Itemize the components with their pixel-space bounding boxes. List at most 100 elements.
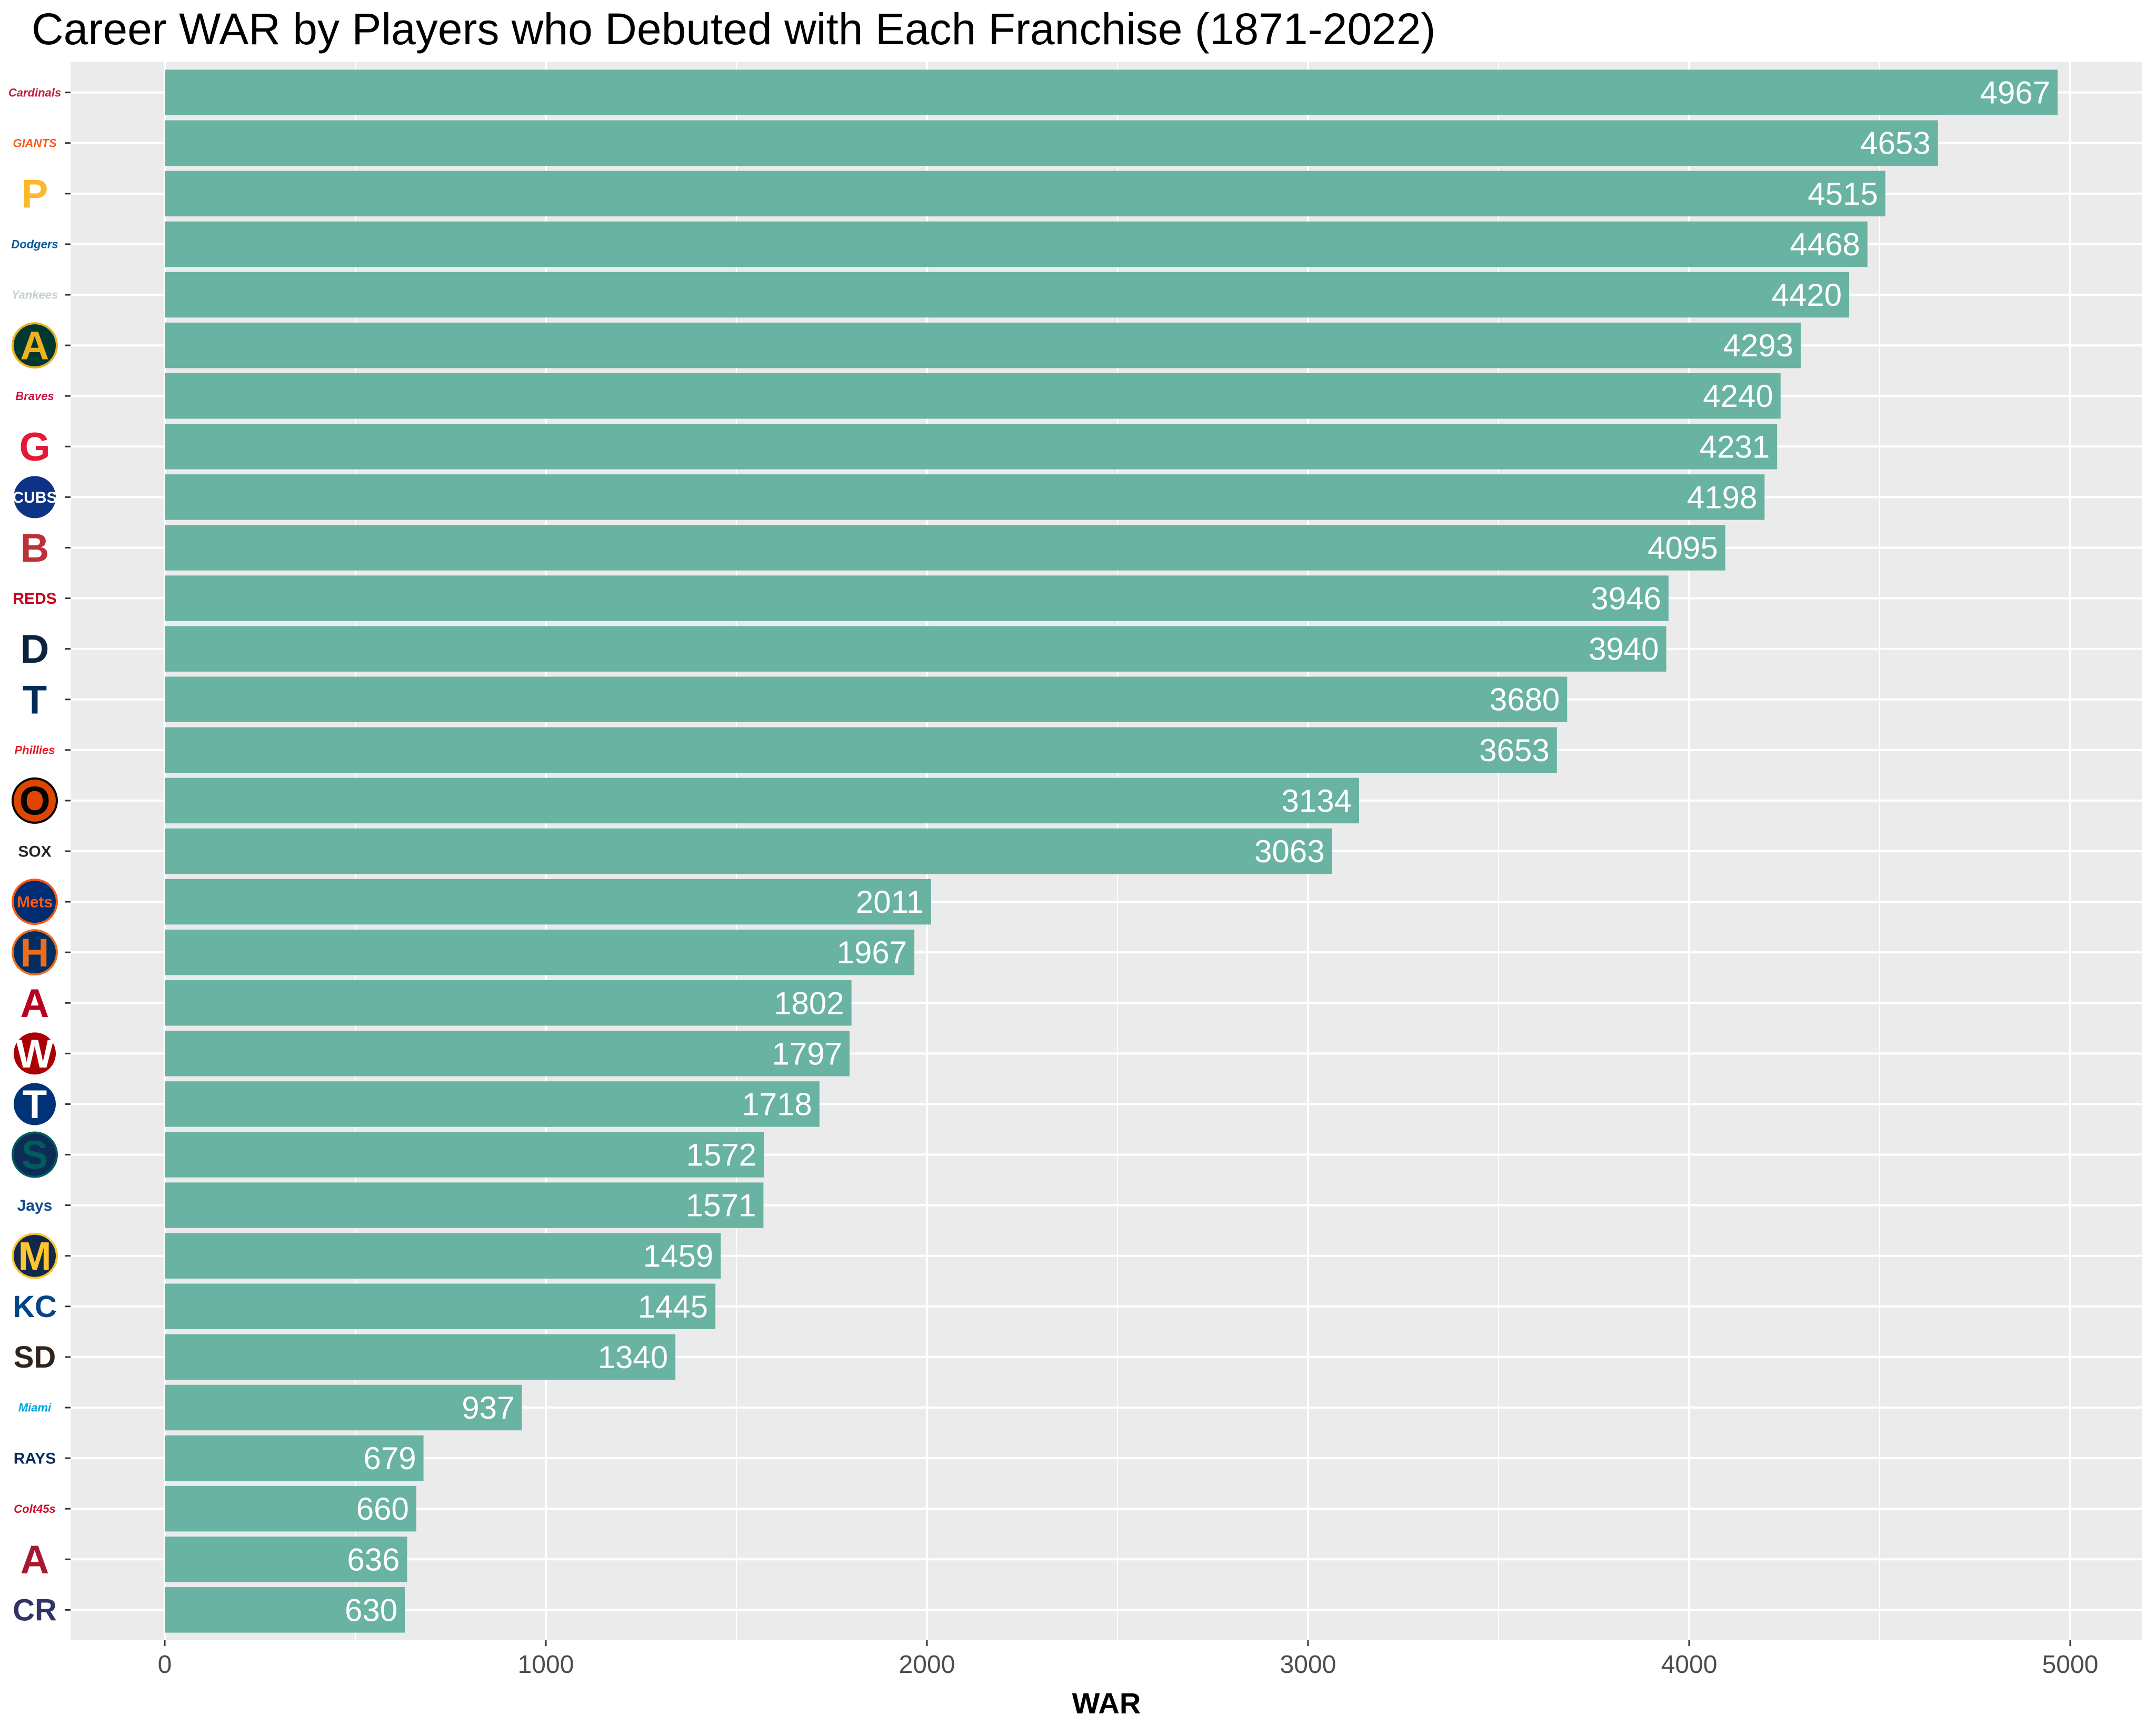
bar-value-label: 4231	[1700, 429, 1770, 464]
team-logo-cardinals: Cardinals	[8, 86, 61, 99]
bar-value-label: 1802	[774, 985, 844, 1021]
bar-labels-group: 4967 4653 4515 4468 4420 4293 4240 4231 4198 4095…	[345, 75, 2050, 1628]
bar-diamondbacks	[165, 1537, 407, 1582]
bar-value-label: 636	[347, 1542, 400, 1577]
bar-value-label: 4468	[1790, 227, 1860, 262]
bar-value-label: 1459	[643, 1239, 713, 1274]
svg-text:REDS: REDS	[13, 590, 56, 607]
bar-value-label: 3946	[1591, 581, 1661, 616]
bar-value-label: 4420	[1772, 277, 1842, 313]
team-logo-reds: REDS	[13, 590, 56, 607]
bar-value-label: 2011	[856, 884, 924, 920]
team-logo-pirates: P	[22, 172, 48, 216]
team-logo-phillies: Phillies	[14, 744, 55, 757]
svg-text:T: T	[23, 677, 47, 722]
bar-tigers	[165, 626, 1666, 672]
y-axis-ticks	[65, 92, 71, 1611]
svg-text:G: G	[19, 425, 50, 470]
bar-mariners	[165, 1132, 764, 1178]
svg-text:Miami: Miami	[18, 1401, 52, 1414]
team-logo-athletics: A	[12, 322, 58, 369]
team-logo-twins: T	[23, 677, 47, 722]
bar-value-label: 3653	[1479, 733, 1549, 768]
svg-text:Braves: Braves	[15, 390, 54, 403]
team-logo-rangers: T	[12, 1081, 58, 1128]
svg-text:W: W	[16, 1032, 54, 1076]
bar-astros	[165, 929, 915, 975]
svg-text:Phillies: Phillies	[14, 744, 55, 757]
team-logo-rays: RAYS	[14, 1450, 56, 1468]
bar-value-label: 4240	[1703, 378, 1773, 414]
team-logo-marlins: Miami	[18, 1401, 52, 1414]
svg-text:A: A	[21, 324, 49, 368]
svg-text:Colt45s: Colt45s	[14, 1502, 55, 1515]
bar-angels	[165, 980, 852, 1026]
team-logo-blue-jays: Jays	[17, 1197, 53, 1214]
bar-marlins	[165, 1384, 522, 1431]
svg-text:SD: SD	[14, 1340, 56, 1374]
bar-dodgers	[165, 221, 1868, 267]
x-tick-label: 0	[158, 1651, 172, 1679]
team-logo-angels: A	[21, 981, 49, 1026]
svg-text:KC: KC	[13, 1290, 57, 1324]
x-axis-title: WAR	[1072, 1687, 1141, 1720]
svg-text:SOX: SOX	[18, 843, 51, 861]
x-axis-ticks: 0 1000 2000 3000 4000 5000	[158, 1640, 2099, 1679]
svg-text:Jays: Jays	[17, 1197, 53, 1214]
svg-text:RAYS: RAYS	[14, 1450, 56, 1468]
bar-padres	[165, 1334, 676, 1380]
bar-value-label: 3134	[1282, 783, 1352, 819]
bar-colt-45s	[165, 1485, 416, 1532]
x-tick-label: 4000	[1661, 1651, 1718, 1679]
bar-value-label: 4653	[1860, 126, 1930, 161]
x-tick-label: 2000	[899, 1651, 955, 1679]
team-logo-padres: SD	[14, 1340, 56, 1374]
bars-group	[165, 69, 2058, 1633]
bar-value-label: 679	[363, 1441, 416, 1476]
team-logo-colt-45s: Colt45s	[14, 1502, 55, 1515]
bar-mets	[165, 879, 931, 925]
team-logo-red-sox: B	[21, 526, 49, 571]
svg-text:CUBS: CUBS	[12, 489, 57, 506]
bar-cardinals	[165, 69, 2058, 115]
bar-value-label: 4198	[1687, 480, 1757, 515]
bar-guardians	[165, 424, 1778, 470]
bar-value-label: 1967	[837, 935, 907, 970]
team-logo-dodgers: Dodgers	[11, 238, 58, 251]
bar-value-label: 1445	[638, 1289, 708, 1324]
svg-text:Dodgers: Dodgers	[11, 238, 58, 251]
bar-giants	[165, 120, 1938, 166]
bar-white-sox	[165, 828, 1332, 874]
bar-orioles	[165, 777, 1360, 824]
team-logo-guardians: G	[19, 425, 50, 470]
svg-text:CR: CR	[13, 1593, 57, 1628]
bar-value-label: 1572	[686, 1138, 756, 1173]
bar-value-label: 4293	[1723, 328, 1793, 363]
bar-athletics	[165, 322, 1801, 368]
team-logo-astros: H	[12, 929, 58, 976]
bar-rays	[165, 1435, 424, 1481]
team-logo-mariners: S	[12, 1131, 58, 1178]
team-logo-mets: Mets	[12, 879, 58, 925]
bar-value-label: 1718	[742, 1086, 812, 1122]
bar-brewers	[165, 1233, 721, 1279]
team-logo-rockies: CR	[13, 1593, 57, 1628]
bar-value-label: 3063	[1254, 834, 1324, 869]
svg-text:M: M	[18, 1234, 51, 1279]
team-logo-tigers: D	[21, 627, 49, 672]
bar-nationals	[165, 1031, 850, 1076]
team-logo-giants: GIANTS	[13, 136, 56, 149]
svg-text:A: A	[21, 981, 49, 1026]
x-tick-label: 5000	[2042, 1651, 2099, 1679]
team-logo-brewers: M	[12, 1232, 58, 1279]
bar-value-label: 660	[356, 1491, 409, 1527]
bar-twins	[165, 676, 1568, 722]
bar-royals	[165, 1283, 716, 1330]
team-logos: Cardinals GIANTS P Dodgers Yankees A Braves G CU…	[8, 86, 61, 1627]
bar-value-label: 3940	[1589, 632, 1659, 667]
bar-reds	[165, 575, 1669, 621]
svg-text:P: P	[22, 172, 48, 216]
bar-braves	[165, 373, 1781, 419]
svg-text:H: H	[21, 931, 49, 975]
